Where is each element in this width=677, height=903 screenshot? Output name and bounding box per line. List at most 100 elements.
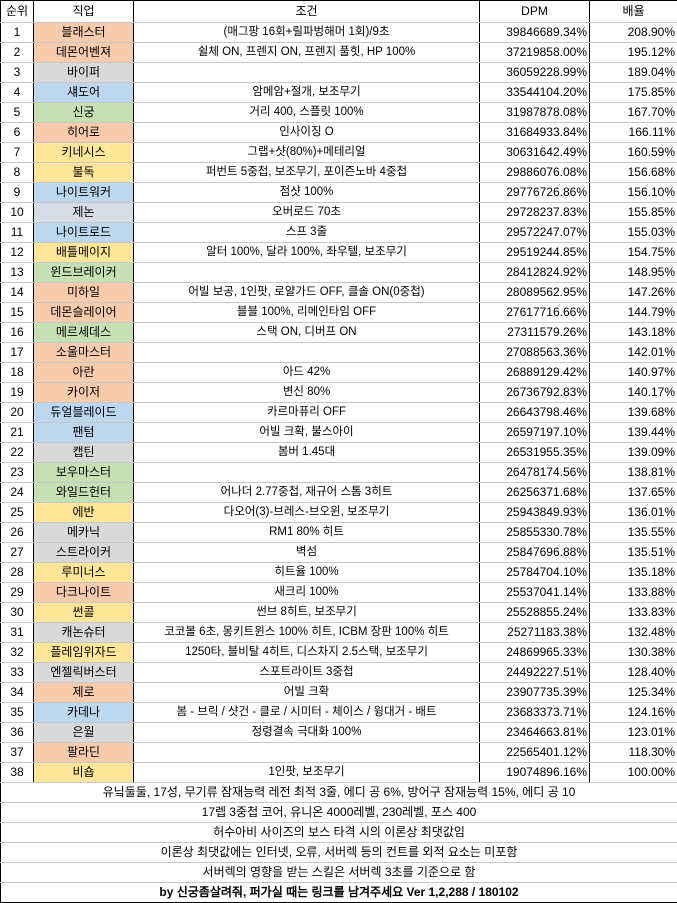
condition-cell: (매그팡 16회+릴파벙해머 1회)/9초: [133, 22, 480, 43]
dpm-cell: 23683373.71%: [479, 702, 590, 723]
condition-cell: 오버로드 70초: [133, 202, 480, 223]
condition-cell: [133, 262, 480, 283]
condition-cell: 벽섬: [133, 542, 480, 563]
job-cell: 미하일: [33, 282, 134, 303]
dpm-cell: 39846689.34%: [479, 22, 590, 43]
condition-cell: [133, 462, 480, 483]
rank-cell: 22: [0, 442, 34, 463]
rank-cell: 16: [0, 322, 34, 343]
table-row: 14 미하일 어빌 보공, 1인팟, 로얄가드 OFF, 클솔 ON(0중첩) 280…: [0, 282, 677, 303]
condition-cell: RM1 80% 히트: [133, 522, 480, 543]
footer-note: 허수아비 사이즈의 보스 타격 시의 이론상 최댓값임: [0, 822, 677, 843]
dpm-cell: 30631642.49%: [479, 142, 590, 163]
dpm-cell: 23464663.81%: [479, 722, 590, 743]
condition-cell: 다오어(3)-브레스-브오윈, 보조무기: [133, 502, 480, 523]
dpm-cell: 22565401.12%: [479, 742, 590, 763]
rank-cell: 2: [0, 42, 34, 63]
condition-cell: 블블 100%, 리메인타임 OFF: [133, 302, 480, 323]
table-row: 9 나이트워커 점샷 100% 29776726.86% 156.10%: [0, 182, 677, 203]
rank-cell: 4: [0, 82, 34, 103]
ratio-cell: 208.90%: [589, 22, 677, 43]
rank-cell: 29: [0, 582, 34, 603]
table-row: 3 바이퍼 36059228.99% 189.04%: [0, 62, 677, 83]
job-cell: 캡틴: [33, 442, 134, 463]
rank-cell: 32: [0, 642, 34, 663]
table-row: 4 섀도어 암메암+절개, 보조무기 33544104.20% 175.85%: [0, 82, 677, 103]
footer-note: 이론상 최댓값에는 인터넷, 오류, 서버렉 등의 컨트를 외적 요소는 미포함: [0, 842, 677, 863]
dpm-cell: 26256371.68%: [479, 482, 590, 503]
rank-cell: 24: [0, 482, 34, 503]
table-row: 37 팔라딘 22565401.12% 118.30%: [0, 742, 677, 763]
job-cell: 다크나이트: [33, 582, 134, 603]
dpm-cell: 19074896.16%: [479, 762, 590, 783]
job-cell: 카이저: [33, 382, 134, 403]
table-row: 35 카데나 봄 - 브릭 / 샷건 - 클로 / 시미터 - 체이스 / 윙대거 …: [0, 702, 677, 723]
condition-cell: 쉴체 ON, 프렌지 ON, 프렌지 풀힛, HP 100%: [133, 42, 480, 63]
ratio-cell: 144.79%: [589, 302, 677, 323]
dpm-cell: 27617716.66%: [479, 302, 590, 323]
job-cell: 팔라딘: [33, 742, 134, 763]
dpm-cell: 29572247.07%: [479, 222, 590, 243]
footer-note: 서버렉의 영향을 받는 스킬은 서버렉 3초를 기준으로 함: [0, 862, 677, 883]
job-cell: 나이트로드: [33, 222, 134, 243]
condition-cell: 인사이징 O: [133, 122, 480, 143]
ratio-cell: 147.26%: [589, 282, 677, 303]
table-row: 21 팬텀 어빌 크확, 불스아이 26597197.10% 139.44%: [0, 422, 677, 443]
dpm-cell: 31987878.08%: [479, 102, 590, 123]
table-row: 33 엔젤릭버스터 스포트라이트 3중첩 24492227.51% 128.40%: [0, 662, 677, 683]
job-cell: 바이퍼: [33, 62, 134, 83]
dpm-cell: 25855330.78%: [479, 522, 590, 543]
dpm-cell: 37219858.00%: [479, 42, 590, 63]
rank-cell: 37: [0, 742, 34, 763]
dpm-cell: 24492227.51%: [479, 662, 590, 683]
condition-cell: 1250타, 블비탈 4히트, 디스차지 2.5스택, 보조무기: [133, 642, 480, 663]
ratio-cell: 128.40%: [589, 662, 677, 683]
condition-cell: 어빌 보공, 1인팟, 로얄가드 OFF, 클솔 ON(0중첩): [133, 282, 480, 303]
rank-cell: 36: [0, 722, 34, 743]
condition-cell: 어나더 2.77중첩, 재규어 스톰 3히트: [133, 482, 480, 503]
ratio-cell: 138.81%: [589, 462, 677, 483]
ratio-cell: 124.16%: [589, 702, 677, 723]
job-cell: 블래스터: [33, 22, 134, 43]
footer-note-row: 서버렉의 영향을 받는 스킬은 서버렉 3초를 기준으로 함: [0, 862, 677, 883]
condition-cell: 스택 ON, 디버프 ON: [133, 322, 480, 343]
table-row: 13 윈드브레이커 28412824.92% 148.95%: [0, 262, 677, 283]
rank-cell: 14: [0, 282, 34, 303]
job-cell: 썬콜: [33, 602, 134, 623]
footer-note-row: 유닠둘둘, 17성, 무기류 잠재능력 레전 최적 3줄, 에디 공 6%, 방…: [0, 782, 677, 803]
table-row: 11 나이트로드 스프 3줄 29572247.07% 155.03%: [0, 222, 677, 243]
job-cell: 은월: [33, 722, 134, 743]
table-row: 18 아란 아드 42% 26889129.42% 140.97%: [0, 362, 677, 383]
rank-cell: 8: [0, 162, 34, 183]
condition-cell: 스프 3줄: [133, 222, 480, 243]
job-cell: 캐논슈터: [33, 622, 134, 643]
table-row: 6 히어로 인사이징 O 31684933.84% 166.11%: [0, 122, 677, 143]
condition-cell: 그랩+샷(80%)+메테리얼: [133, 142, 480, 163]
condition-cell: [133, 62, 480, 83]
rank-cell: 25: [0, 502, 34, 523]
footer-note: 유닠둘둘, 17성, 무기류 잠재능력 레전 최적 3줄, 에디 공 6%, 방…: [0, 782, 677, 803]
job-cell: 섀도어: [33, 82, 134, 103]
rank-cell: 30: [0, 602, 34, 623]
ratio-cell: 125.34%: [589, 682, 677, 703]
ratio-cell: 195.12%: [589, 42, 677, 63]
rank-cell: 13: [0, 262, 34, 283]
table-row: 36 은월 정령결속 극대화 100% 23464663.81% 123.01%: [0, 722, 677, 743]
dpm-cell: 29886076.08%: [479, 162, 590, 183]
dpm-cell: 29728237.83%: [479, 202, 590, 223]
table-row: 17 소울마스터 27088563.36% 142.01%: [0, 342, 677, 363]
ratio-cell: 140.97%: [589, 362, 677, 383]
footer-note: by 신궁좀살려줘, 퍼가실 때는 링크를 남겨주세요 Ver 1,2,288 …: [0, 882, 677, 903]
footer-note-row: 이론상 최댓값에는 인터넷, 오류, 서버렉 등의 컨트를 외적 요소는 미포함: [0, 842, 677, 863]
job-cell: 팬텀: [33, 422, 134, 443]
table-row: 30 썬콜 썬브 8히트, 보조무기 25528855.24% 133.83%: [0, 602, 677, 623]
rank-cell: 9: [0, 182, 34, 203]
rank-cell: 15: [0, 302, 34, 323]
ratio-cell: 139.09%: [589, 442, 677, 463]
job-cell: 불독: [33, 162, 134, 183]
footer-note: 17렙 3중첩 코어, 유니온 4000레벨, 230레벨, 포스 400: [0, 802, 677, 823]
ratio-cell: 166.11%: [589, 122, 677, 143]
table-row: 22 캡틴 봄버 1.45대 26531955.35% 139.09%: [0, 442, 677, 463]
dpm-cell: 36059228.99%: [479, 62, 590, 83]
